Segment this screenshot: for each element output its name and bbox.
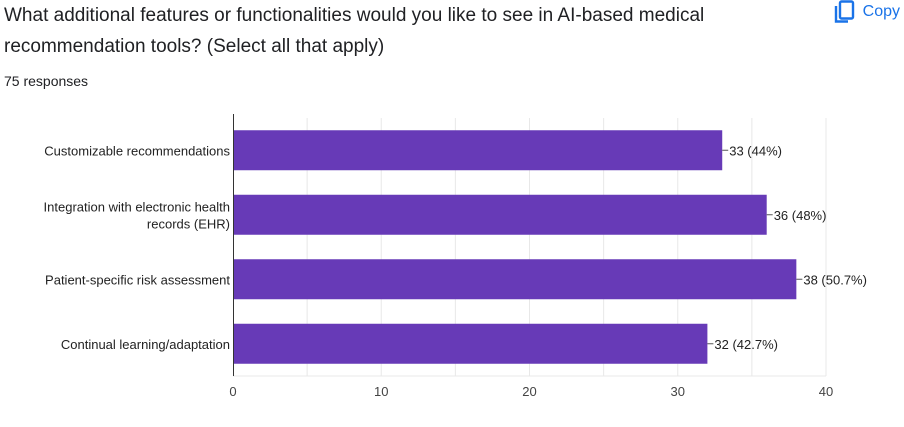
category-label-line: Customizable recommendations [44,143,230,158]
bar [233,194,767,235]
category-label: Customizable recommendations [44,143,230,158]
bar [233,130,723,171]
category-label-line: Integration with electronic health [44,199,230,214]
x-tick-label: 0 [229,384,236,399]
data-label: 32 (42.7%) [714,337,778,352]
data-label: 38 (50.7%) [803,272,867,287]
data-label: 36 (48%) [774,208,827,223]
category-label-line: records (EHR) [147,216,230,231]
category-label-line: Patient-specific risk assessment [45,272,230,287]
copy-icon [833,0,855,24]
category-label: Continual learning/adaptation [61,337,230,352]
data-label: 33 (44%) [729,143,782,158]
x-tick-label: 40 [819,384,833,399]
bar-chart-svg: 33 (44%) Customizable recommendations 36 (… [44,114,867,399]
x-tick-label: 30 [671,384,685,399]
question-title: What additional features or functionalit… [4,5,705,57]
category-label-line: Continual learning/adaptation [61,337,230,352]
category-label: Integration with electronic health record… [44,199,230,231]
copy-label: Copy [862,3,900,20]
response-count: 75 responses [4,73,89,89]
copy-button[interactable]: Copy [833,0,900,24]
question-header: What additional features or functionalit… [4,0,794,89]
bar [233,259,797,300]
bar [233,323,708,364]
category-label: Patient-specific risk assessment [45,272,230,287]
bar-chart: 33 (44%) Customizable recommendations 36 (… [0,100,904,422]
x-tick-label: 10 [374,384,388,399]
x-tick-label: 20 [522,384,536,399]
